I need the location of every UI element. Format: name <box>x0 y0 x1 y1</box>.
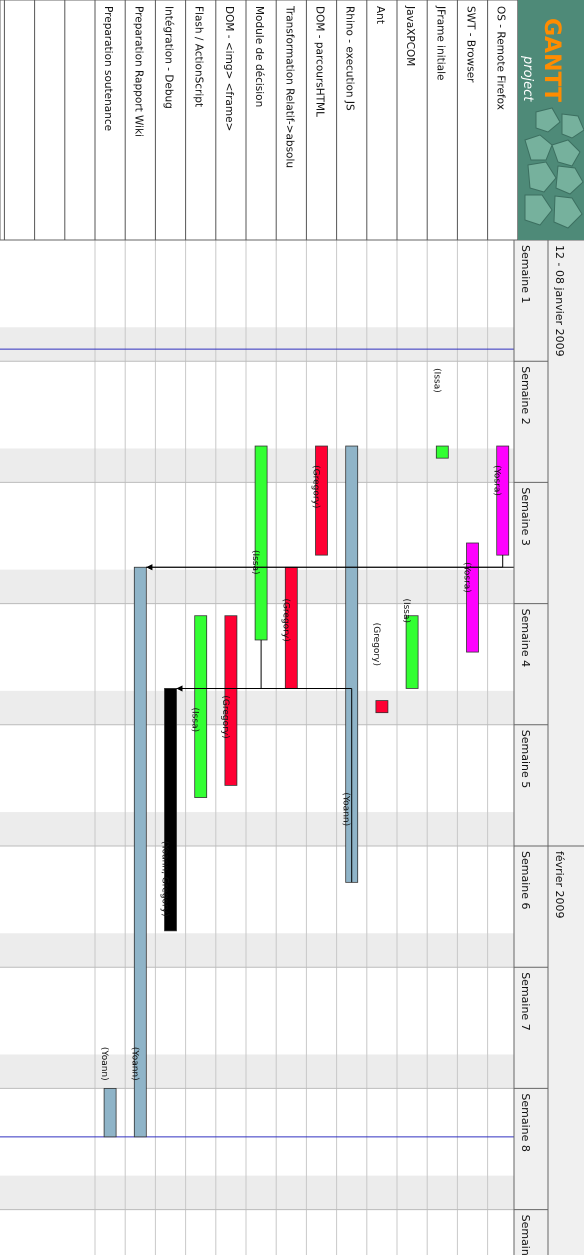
gantt-project-logo: GANTT project <box>518 0 584 240</box>
weekend-band <box>0 933 514 967</box>
task-name-label[interactable]: DOM - <img> <frame> <box>223 6 235 131</box>
task-resource-label: (Yoann) <box>99 1047 109 1081</box>
weekend-band <box>0 812 514 846</box>
week-label: Semaine 9 <box>519 1215 532 1255</box>
task-name-label[interactable]: Preparation soutenance <box>102 6 114 131</box>
task-resource-label: (Yoann) <box>341 792 351 826</box>
task-name-label[interactable]: Flash / ActionScript <box>193 6 205 107</box>
weekend-band <box>0 1054 514 1088</box>
weekend-band <box>0 327 514 361</box>
week-label: Semaine 1 <box>519 245 532 304</box>
task-bar[interactable] <box>406 616 418 689</box>
task-name-label[interactable]: DOM - parcoursHTML <box>314 6 326 117</box>
task-resource-label: (Yoann) <box>129 1047 139 1081</box>
logo-sub-text: project <box>520 55 535 102</box>
task-resource-label: (Gregory) <box>280 598 290 641</box>
task-name-label[interactable]: Transformation Relatif->absolu <box>283 5 295 168</box>
task-resource-label: (Issa) <box>250 550 260 575</box>
week-label: Semaine 8 <box>519 1093 532 1152</box>
task-resource-label: (Issa) <box>190 708 200 733</box>
month-label: 12 - 08 janvier 2009 <box>553 245 566 357</box>
task-bar[interactable] <box>255 446 267 640</box>
task-bar[interactable] <box>497 446 509 555</box>
weekend-band <box>0 1176 514 1210</box>
task-name-label[interactable]: Module de décision <box>253 6 265 107</box>
task-bar[interactable] <box>436 446 448 458</box>
task-resource-label: (Yoann, Gregory) <box>160 841 170 917</box>
task-resource-label: (Gregory) <box>220 695 230 738</box>
task-resource-label: (Issa) <box>401 598 411 623</box>
week-label: Semaine 7 <box>519 972 532 1030</box>
month-label: février 2009 <box>553 851 566 919</box>
task-name-label[interactable]: Preparation Rapport Wiki <box>132 6 144 137</box>
week-label: Semaine 6 <box>519 851 532 910</box>
task-name-label[interactable]: JavaXPCOM <box>404 5 416 66</box>
task-name-label[interactable]: OS - Remote Firefox <box>495 6 507 110</box>
task-resource-label: (Yosra) <box>492 465 502 496</box>
week-label: Semaine 3 <box>519 487 532 546</box>
logo-brand-text: GANTT <box>539 18 564 102</box>
task-bar[interactable] <box>467 543 479 652</box>
task-name-label[interactable]: Rhino - execution JS <box>344 6 356 111</box>
week-label: Semaine 2 <box>519 366 532 425</box>
task-resource-label: (Issa) <box>431 368 441 393</box>
weekend-band <box>0 691 514 725</box>
task-name-label[interactable]: SWT - Browser <box>465 6 477 83</box>
week-label: Semaine 5 <box>519 730 532 789</box>
week-label: Semaine 4 <box>519 609 532 668</box>
task-bar[interactable] <box>376 701 388 713</box>
task-resource-label: (Yosra) <box>462 562 472 593</box>
task-name-label[interactable]: JFrame initiale <box>434 5 446 80</box>
task-name-label[interactable]: Intégration - Debug <box>163 6 175 109</box>
task-bar[interactable] <box>104 1088 116 1136</box>
task-name-label[interactable]: Ant <box>374 6 386 24</box>
task-resource-label: (Gregory) <box>371 623 381 666</box>
task-resource-label: (Gregory) <box>311 465 321 508</box>
